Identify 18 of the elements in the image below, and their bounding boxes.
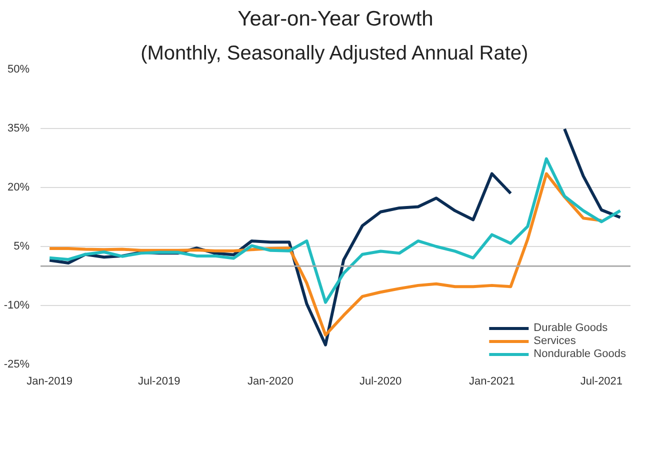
chart-title: Year-on-Year Growth — [238, 8, 434, 30]
x-tick-label: Jan-2021 — [468, 376, 515, 388]
y-tick-label: -10% — [4, 300, 30, 312]
y-tick-label: 20% — [7, 182, 30, 194]
legend-label: Nondurable Goods — [534, 348, 626, 360]
chart-subtitle: (Monthly, Seasonally Adjusted Annual Rate) — [140, 42, 528, 64]
x-tick-label: Jan-2020 — [248, 376, 294, 388]
x-tick-label: Jul-2020 — [359, 376, 402, 388]
y-tick-label: -25% — [4, 358, 30, 370]
x-tick-label: Jul-2021 — [580, 376, 623, 388]
line-series — [48, 157, 622, 304]
y-tick-label: 35% — [7, 122, 30, 134]
x-tick-label: Jan-2019 — [26, 376, 73, 388]
legend-label: Services — [534, 335, 576, 347]
x-tick-label: Jul-2019 — [138, 376, 180, 388]
y-tick-label: 5% — [14, 240, 30, 252]
legend-label: Durable Goods — [534, 322, 608, 334]
y-tick-label: 50% — [7, 64, 30, 76]
